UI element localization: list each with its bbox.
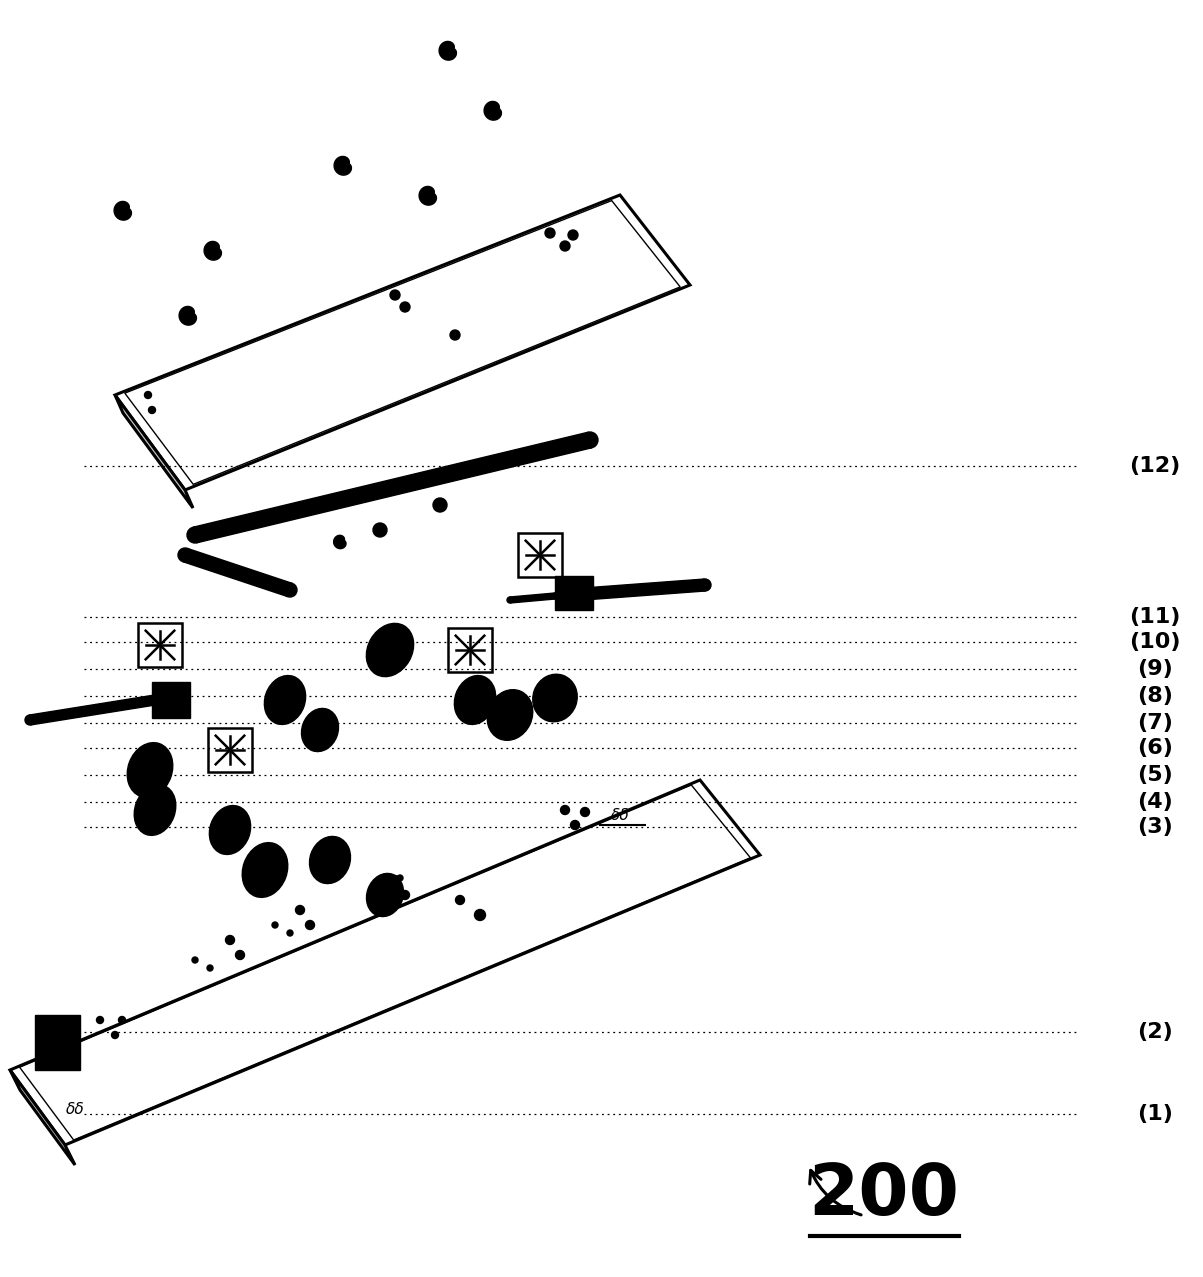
Circle shape bbox=[296, 905, 304, 914]
Text: (2): (2) bbox=[1137, 1022, 1173, 1042]
Bar bbox=[138, 623, 182, 667]
Text: (7): (7) bbox=[1137, 713, 1173, 733]
Bar bbox=[35, 1015, 81, 1070]
Circle shape bbox=[570, 821, 580, 830]
Circle shape bbox=[112, 1032, 119, 1038]
Circle shape bbox=[561, 241, 570, 252]
Polygon shape bbox=[10, 780, 760, 1145]
FancyArrowPatch shape bbox=[810, 1171, 861, 1214]
Bar bbox=[555, 576, 593, 610]
Circle shape bbox=[150, 695, 160, 705]
Circle shape bbox=[225, 936, 235, 945]
Ellipse shape bbox=[367, 873, 403, 917]
Circle shape bbox=[474, 909, 486, 921]
Circle shape bbox=[236, 950, 244, 959]
Text: (10): (10) bbox=[1130, 632, 1180, 653]
Bar bbox=[518, 533, 562, 577]
Circle shape bbox=[96, 1016, 103, 1023]
Text: (5): (5) bbox=[1137, 765, 1173, 785]
Circle shape bbox=[288, 930, 294, 936]
Text: (4): (4) bbox=[1137, 792, 1173, 812]
Circle shape bbox=[306, 921, 314, 930]
Circle shape bbox=[433, 498, 448, 512]
Circle shape bbox=[552, 593, 558, 599]
Ellipse shape bbox=[265, 676, 306, 724]
Ellipse shape bbox=[135, 784, 176, 835]
Circle shape bbox=[119, 1016, 125, 1023]
Polygon shape bbox=[419, 186, 437, 206]
Ellipse shape bbox=[367, 623, 414, 677]
Polygon shape bbox=[439, 41, 456, 60]
Circle shape bbox=[401, 890, 409, 899]
Circle shape bbox=[391, 876, 399, 885]
Polygon shape bbox=[10, 1070, 75, 1165]
Circle shape bbox=[192, 956, 198, 963]
Text: (9): (9) bbox=[1137, 659, 1173, 679]
Ellipse shape bbox=[309, 836, 350, 884]
Polygon shape bbox=[510, 593, 556, 603]
Polygon shape bbox=[205, 241, 221, 261]
Circle shape bbox=[25, 715, 35, 725]
Text: 200: 200 bbox=[808, 1161, 960, 1230]
Circle shape bbox=[397, 875, 403, 881]
Circle shape bbox=[373, 524, 387, 538]
Ellipse shape bbox=[533, 674, 577, 722]
Polygon shape bbox=[115, 395, 192, 508]
Circle shape bbox=[568, 230, 577, 240]
Circle shape bbox=[506, 598, 512, 603]
Polygon shape bbox=[484, 101, 502, 120]
Bar bbox=[152, 682, 190, 718]
Text: (12): (12) bbox=[1130, 456, 1180, 476]
Text: δδ: δδ bbox=[66, 1102, 84, 1117]
Circle shape bbox=[207, 965, 213, 971]
Circle shape bbox=[283, 584, 297, 598]
Text: (8): (8) bbox=[1137, 686, 1173, 706]
Circle shape bbox=[390, 290, 401, 300]
Bar bbox=[448, 628, 492, 672]
Polygon shape bbox=[179, 306, 196, 326]
Polygon shape bbox=[333, 535, 346, 549]
Ellipse shape bbox=[487, 690, 533, 741]
Circle shape bbox=[581, 807, 589, 816]
Circle shape bbox=[564, 589, 576, 601]
Ellipse shape bbox=[455, 676, 496, 724]
Polygon shape bbox=[114, 202, 131, 220]
Circle shape bbox=[561, 806, 569, 815]
Polygon shape bbox=[183, 548, 292, 596]
Polygon shape bbox=[194, 432, 592, 543]
Text: (3): (3) bbox=[1137, 817, 1173, 838]
Circle shape bbox=[582, 432, 598, 448]
Text: (1): (1) bbox=[1137, 1103, 1173, 1124]
Circle shape bbox=[186, 527, 203, 543]
Circle shape bbox=[401, 301, 410, 312]
Polygon shape bbox=[115, 195, 691, 490]
Polygon shape bbox=[569, 578, 705, 601]
Text: δδ: δδ bbox=[611, 807, 629, 822]
Circle shape bbox=[456, 895, 464, 904]
Circle shape bbox=[545, 229, 555, 238]
Bar bbox=[208, 728, 251, 773]
Circle shape bbox=[699, 578, 711, 591]
Polygon shape bbox=[29, 695, 156, 725]
Ellipse shape bbox=[209, 806, 250, 854]
Text: (11): (11) bbox=[1130, 607, 1180, 627]
Ellipse shape bbox=[128, 743, 173, 797]
Circle shape bbox=[450, 329, 460, 340]
Circle shape bbox=[272, 922, 278, 928]
Circle shape bbox=[148, 406, 155, 414]
Text: (6): (6) bbox=[1137, 738, 1173, 759]
Circle shape bbox=[144, 392, 152, 398]
Polygon shape bbox=[334, 157, 351, 175]
Ellipse shape bbox=[242, 843, 288, 898]
Circle shape bbox=[178, 548, 192, 562]
Ellipse shape bbox=[302, 709, 338, 752]
Circle shape bbox=[377, 882, 383, 888]
